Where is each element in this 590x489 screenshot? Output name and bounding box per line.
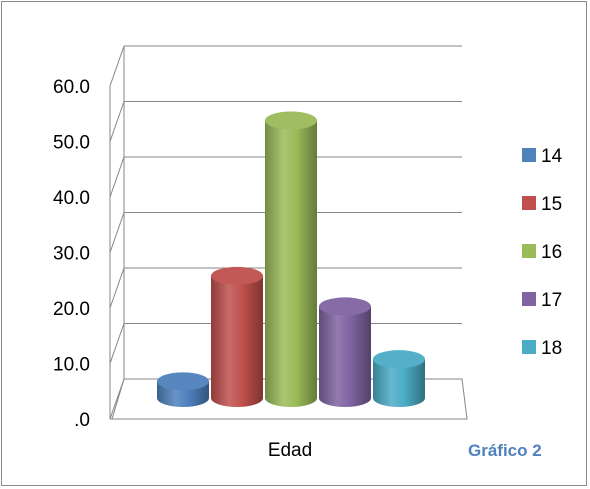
- bar-18-body: [373, 359, 425, 407]
- y-tick-label: 20.0: [53, 299, 90, 320]
- bar-14-top: [157, 372, 209, 391]
- legend-label-16: 16: [541, 242, 562, 263]
- y-tick-label: 60.0: [53, 77, 90, 98]
- y-tick-label: .0: [74, 410, 90, 431]
- wall-tick-line: [109, 267, 125, 309]
- legend-label-17: 17: [541, 290, 562, 311]
- bar-16-body: [265, 120, 317, 407]
- wall-tick-line: [109, 101, 125, 142]
- wall-tick-line: [109, 212, 125, 253]
- legend-swatch-17: [522, 292, 536, 306]
- legend-swatch-16: [522, 244, 536, 258]
- legend-swatch-18: [522, 340, 536, 354]
- wall-tick-line: [109, 156, 125, 198]
- legend-label-15: 15: [541, 194, 562, 215]
- y-tick-label: 30.0: [53, 244, 90, 265]
- bar-15-body: [211, 275, 263, 407]
- x-category-label: Edad: [268, 440, 312, 461]
- bar-17-top: [319, 297, 371, 316]
- chart-caption: Gráfico 2: [468, 441, 542, 460]
- legend-swatch-15: [522, 196, 536, 210]
- legend-label-14: 14: [541, 146, 563, 167]
- y-tick-label: 40.0: [53, 188, 90, 209]
- bar-17-body: [319, 306, 371, 407]
- bar-15-top: [211, 266, 263, 285]
- bar-16-top: [265, 111, 317, 130]
- wall-tick-line: [109, 323, 125, 364]
- legend-label-18: 18: [541, 338, 562, 359]
- wall-tick-line: [109, 45, 125, 87]
- legend-swatch-14: [522, 148, 536, 162]
- y-tick-label: 50.0: [53, 133, 90, 154]
- bar-18-top: [373, 350, 425, 369]
- y-tick-label: 10.0: [53, 355, 90, 376]
